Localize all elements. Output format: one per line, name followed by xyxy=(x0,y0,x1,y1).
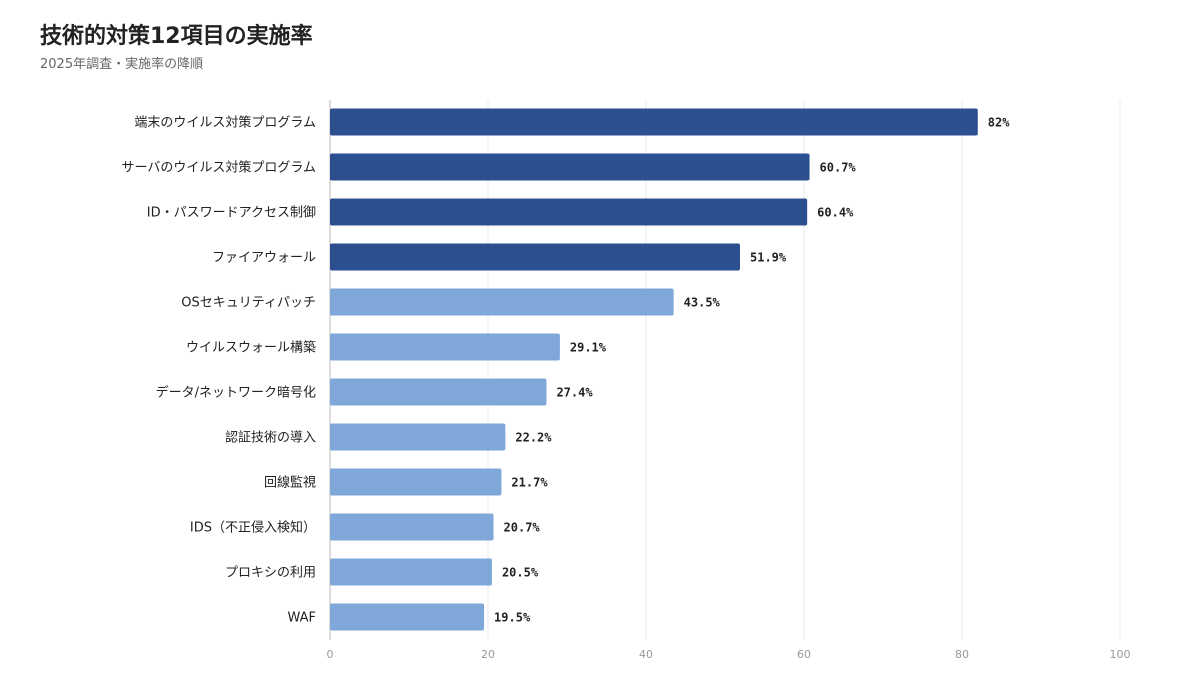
bar xyxy=(330,603,485,631)
x-tick-label: 20 xyxy=(481,648,495,661)
category-label: 端末のウイルス対策プログラム xyxy=(134,115,316,131)
category-label: データ/ネットワーク暗号化 xyxy=(156,385,316,401)
bars xyxy=(330,108,978,631)
value-label: 43.5% xyxy=(684,296,721,310)
bar xyxy=(330,198,808,226)
value-label: 20.5% xyxy=(502,566,539,580)
bar xyxy=(330,423,506,451)
bar xyxy=(330,108,978,136)
category-label: 回線監視 xyxy=(264,475,316,491)
chart-header: 技術的対策12項目の実施率 2025年調査・実施率の降順 xyxy=(40,22,313,74)
value-label: 27.4% xyxy=(556,386,593,400)
category-label: ファイアウォール xyxy=(212,251,316,266)
x-tick-label: 40 xyxy=(639,648,653,661)
category-label: WAF xyxy=(287,611,316,626)
category-label: プロキシの利用 xyxy=(225,566,316,581)
bar xyxy=(330,378,547,406)
category-label: OSセキュリティパッチ xyxy=(181,296,316,311)
value-label: 20.7% xyxy=(504,521,541,535)
bar xyxy=(330,288,674,316)
value-label: 82% xyxy=(988,116,1010,130)
bar xyxy=(330,333,560,361)
category-label: サーバのウイルス対策プログラム xyxy=(122,160,316,176)
value-label: 22.2% xyxy=(515,431,552,445)
grid-lines xyxy=(487,100,1121,640)
value-label: 21.7% xyxy=(511,476,548,490)
value-label: 19.5% xyxy=(494,611,531,625)
value-label: 29.1% xyxy=(570,341,607,355)
chart-subtitle: 2025年調査・実施率の降順 xyxy=(40,57,204,72)
category-label: ウイルスウォール構築 xyxy=(186,341,316,356)
bar xyxy=(330,468,502,496)
x-tick-label: 80 xyxy=(955,648,969,661)
category-label: IDS（不正侵入検知） xyxy=(190,520,316,536)
category-label: 認証技術の導入 xyxy=(225,430,316,446)
bar xyxy=(330,513,494,541)
x-tick-label: 100 xyxy=(1110,648,1131,661)
value-label: 51.9% xyxy=(750,251,787,265)
bar xyxy=(330,243,741,271)
bar xyxy=(330,558,492,586)
category-label: ID・パスワードアクセス制御 xyxy=(147,206,316,221)
bar xyxy=(330,153,810,181)
x-tick-label: 60 xyxy=(797,648,811,661)
x-axis-ticks: 0 20 40 60 80 100 xyxy=(327,648,1131,661)
x-tick-label: 0 xyxy=(327,648,334,661)
value-label: 60.4% xyxy=(817,206,854,220)
value-label: 60.7% xyxy=(820,161,857,175)
value-labels: 82% 60.7% 60.4% 51.9% 43.5% 29.1% 27.4% 22.2% 21… xyxy=(494,116,1010,625)
chart-title: 技術的対策12項目の実施率 xyxy=(40,24,313,49)
